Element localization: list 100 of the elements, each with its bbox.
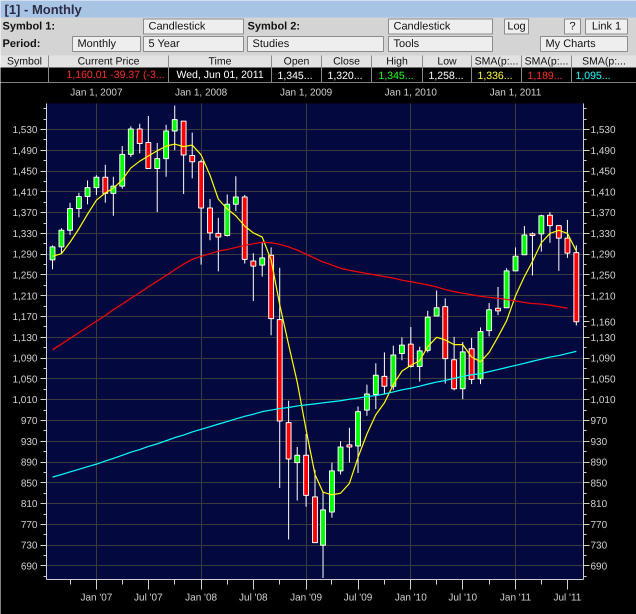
text: Period: [2,38,40,50]
text: Current Price [78,56,140,68]
text: Tools [394,38,420,50]
text: ? [569,20,576,32]
text: 1,345... [278,70,313,82]
text: Low [437,56,458,68]
y2-tick-label: 810 [590,499,608,510]
candlestick [547,212,553,244]
chart-title: [1] - Monthly [4,2,83,17]
text: Candlestick [394,20,451,32]
candlestick [189,132,196,179]
text: Close [333,56,360,68]
candlestick [486,302,492,337]
candlestick [136,123,143,154]
x-tick-label: Jan '07 [80,592,113,604]
candlestick [294,446,300,502]
x2-tick-label: Jan 1, 2009 [280,88,333,98]
candlestick [76,192,82,218]
text: 1,095... [576,70,611,82]
x2-tick-label: Jan 1, 2011 [490,88,542,98]
y-tick-label: 1,010 [12,395,38,406]
text: Monthly [78,38,117,50]
y2-tick-label: 930 [590,436,608,448]
y2-tick-label: 970 [590,416,608,427]
x2-tick-label: Jan 1, 2008 [174,88,228,98]
x-tick-label: Jul '08 [239,592,268,604]
text: Log [507,20,526,32]
x-tick-label: Jan '11 [500,592,532,604]
text: Symbol 1: [2,20,56,32]
candlestick [381,352,388,396]
y2-tick-label: 770 [590,520,608,531]
y-tick-label: 770 [20,520,38,531]
y2-tick-label: 1,410 [590,187,616,198]
text: 1,189... [528,70,563,82]
text: SMA(p:... [524,56,568,68]
y2-tick-label: 1,160 [590,317,616,328]
candlestick [50,244,56,270]
text: My Charts [546,38,596,50]
text: High [386,56,408,68]
x2-tick-label: Jan 1, 2007 [70,88,123,98]
y-tick-label: 1,370 [12,208,38,220]
candlestick [538,214,544,252]
x-tick-label: Jan '08 [185,592,218,604]
candlestick [512,246,518,272]
y2-tick-label: 1,050 [590,374,616,386]
candlestick [250,252,256,302]
candlestick [556,225,562,272]
line-series [52,350,577,478]
candlestick [521,226,528,256]
candlestick [346,427,352,464]
candlestick [564,219,570,258]
candlestick [364,384,370,416]
x-tick-label: Jul '09 [344,592,373,604]
y-tick-label: 730 [20,540,38,552]
x-tick-label: Jul '10 [448,592,478,604]
candlestick [232,176,239,212]
y2-tick-label: 1,210 [590,291,616,302]
candlestick [93,174,100,196]
y-tick-label: 1,410 [12,187,38,198]
y-tick-label: 1,490 [12,146,38,157]
text: Symbol 2: [248,20,300,32]
text: SMA(p:... [582,56,626,68]
y2-tick-label: 730 [590,540,608,552]
text: Studies [252,38,290,50]
y2-tick-label: 690 [590,561,608,572]
y-tick-label: 1,290 [12,250,38,261]
y2-tick-label: 1,370 [590,208,616,220]
y-tick-label: 1,170 [12,312,38,324]
y-tick-label: 1,450 [12,166,38,178]
candlestick [58,228,64,254]
y-tick-label: 890 [20,458,38,469]
y-tick-label: 930 [20,436,38,448]
y2-tick-label: 890 [590,458,608,469]
text: Symbol [6,56,42,68]
y2-tick-label: 850 [590,478,608,490]
y-tick-label: 970 [20,416,38,427]
text: 1,320... [328,70,363,82]
text: Time [208,56,232,68]
text: Link 1 [592,20,622,32]
candlestick [338,440,344,476]
y-tick-label: 1,530 [12,124,38,136]
y-tick-label: 1,050 [12,374,38,386]
candlestick [172,105,178,151]
y2-tick-label: 1,490 [590,146,616,157]
y2-tick-label: 1,530 [590,124,616,136]
y-tick-label: 810 [20,499,38,510]
x-tick-label: Jan '09 [290,592,323,604]
y2-tick-label: 1,450 [590,166,616,178]
text: 1,160.01 -39.37 (-3... [66,69,165,81]
candlestick [495,286,501,316]
y2-tick-label: 1,330 [590,228,616,240]
candlestick [259,242,266,278]
candlestick [530,232,536,276]
candlestick [84,180,90,205]
text: 1,336... [478,70,513,82]
y-tick-label: 1,250 [12,270,38,282]
y-tick-label: 1,210 [12,291,38,302]
x-tick-label: Jan '10 [394,592,428,604]
y2-tick-label: 1,130 [590,332,616,344]
y-tick-label: 690 [20,561,38,572]
